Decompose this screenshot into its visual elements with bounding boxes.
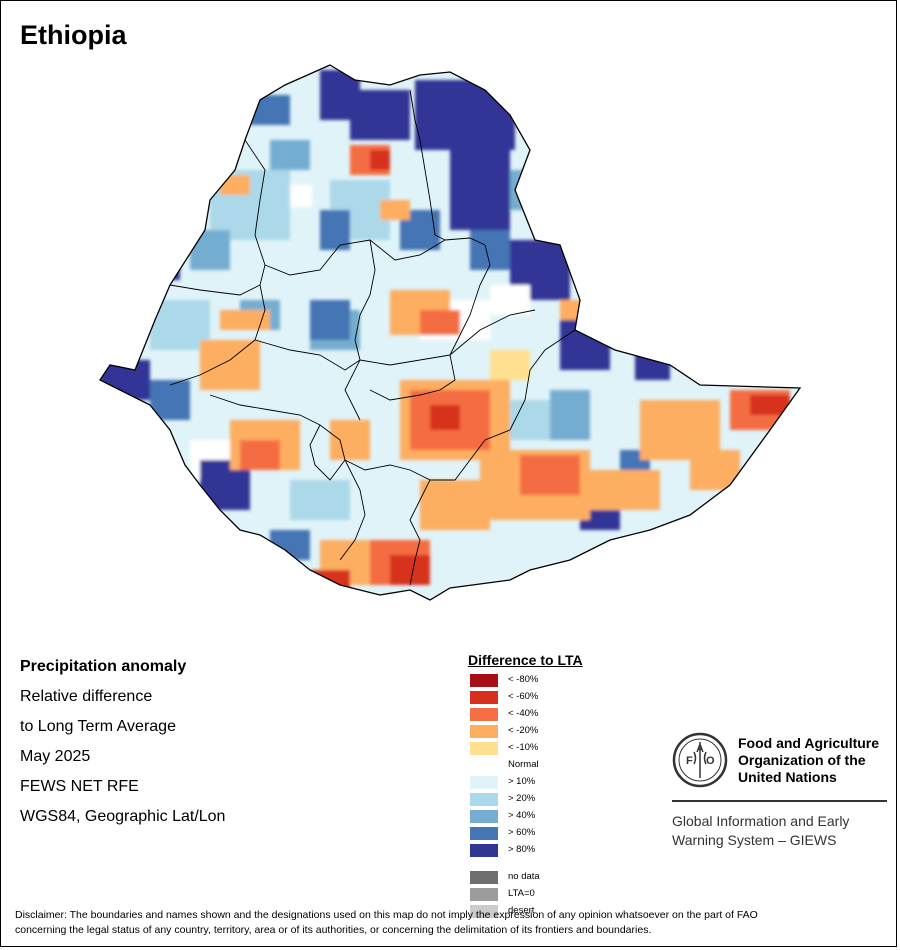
info-line-variable: Relative difference [20,688,153,705]
legend-extra-row: no data [468,869,583,886]
legend-classes: < -80% < -60% < -40% < -20% < -10% Normal > 10… [468,672,583,859]
giews-name: Global Information and Early Warning Sys… [672,812,887,850]
info-heading: Precipitation anomaly [20,658,187,675]
legend-swatch [470,888,498,901]
legend-label: < -80% [508,674,539,685]
legend-extra-row: LTA=0 [468,886,583,903]
disclaimer-line-1: Disclaimer: The boundaries and names sho… [15,909,758,921]
fao-name: Food and Agriculture Organization of the… [738,735,898,786]
legend-swatch [470,844,498,857]
legend-swatch [470,905,498,918]
disclaimer-line-2: concerning the legal status of any count… [15,924,652,936]
legend-label: < -40% [508,708,539,719]
fao-logo-icon: F A O [672,732,728,788]
fao-name-line-1: Food and Agriculture [738,735,880,751]
fao-branding: F A O Food and Agriculture Organization … [672,732,892,852]
fao-letter-o: O [706,755,715,767]
region-boundaries [169,89,576,586]
legend-label: Normal [508,759,539,770]
map-info: Precipitation anomaly Relative differenc… [20,656,225,836]
legend-label: > 40% [508,810,536,821]
legend-swatch [470,810,498,823]
legend-swatch [470,725,498,738]
legend-swatch [470,871,498,884]
info-line-period: May 2025 [20,748,91,765]
info-line-projection: WGS84, Geographic Lat/Lon [20,808,226,825]
legend-swatch [470,691,498,704]
fao-name-line-2: Organization of the [738,752,866,768]
fao-letter-a: A [696,743,704,755]
legend-swatch [470,742,498,755]
legend-label: LTA=0 [508,888,535,899]
legend-class-row: > 80% [468,842,583,859]
legend-class-row: < -40% [468,706,583,723]
legend-label: > 10% [508,776,536,787]
legend-class-row: > 60% [468,825,583,842]
fao-letter-f: F [686,755,693,767]
legend-label: > 60% [508,827,536,838]
info-line-reference: to Long Term Average [20,718,176,735]
legend-label: < -20% [508,725,539,736]
legend-extra: no data LTA=0 desert [468,869,583,920]
legend-label: < -10% [508,742,539,753]
giews-line-2: Warning System – GIEWS [672,832,837,848]
legend-label: desert [508,905,535,916]
anomaly-map [90,60,810,620]
legend-class-row: < -20% [468,723,583,740]
legend-class-row: < -80% [468,672,583,689]
legend-class-row: Normal [468,757,583,774]
legend-class-row: > 20% [468,791,583,808]
legend-label: > 80% [508,844,536,855]
legend-label: < -60% [508,691,539,702]
info-line-source: FEWS NET RFE [20,778,139,795]
legend-swatch [470,674,498,687]
giews-line-1: Global Information and Early [672,813,850,829]
legend-swatch [470,708,498,721]
fao-name-line-3: United Nations [738,769,837,785]
map-title: Ethiopia [20,20,127,50]
legend-class-row: > 10% [468,774,583,791]
legend-swatch [470,759,498,772]
legend-title: Difference to LTA [468,652,583,668]
legend-swatch [470,827,498,840]
legend-swatch [470,793,498,806]
map-legend: Difference to LTA < -80% < -60% < -40% < -2… [468,652,583,920]
legend-extra-row: desert [468,903,583,920]
legend-label: > 20% [508,793,536,804]
legend-class-row: < -10% [468,740,583,757]
disclaimer: Disclaimer: The boundaries and names sho… [15,908,885,938]
anomaly-raster [100,65,800,600]
legend-swatch [470,776,498,789]
legend-label: no data [508,871,540,882]
fao-divider [672,800,887,802]
legend-class-row: > 40% [468,808,583,825]
ethiopia-map-svg [99,64,801,601]
legend-class-row: < -60% [468,689,583,706]
